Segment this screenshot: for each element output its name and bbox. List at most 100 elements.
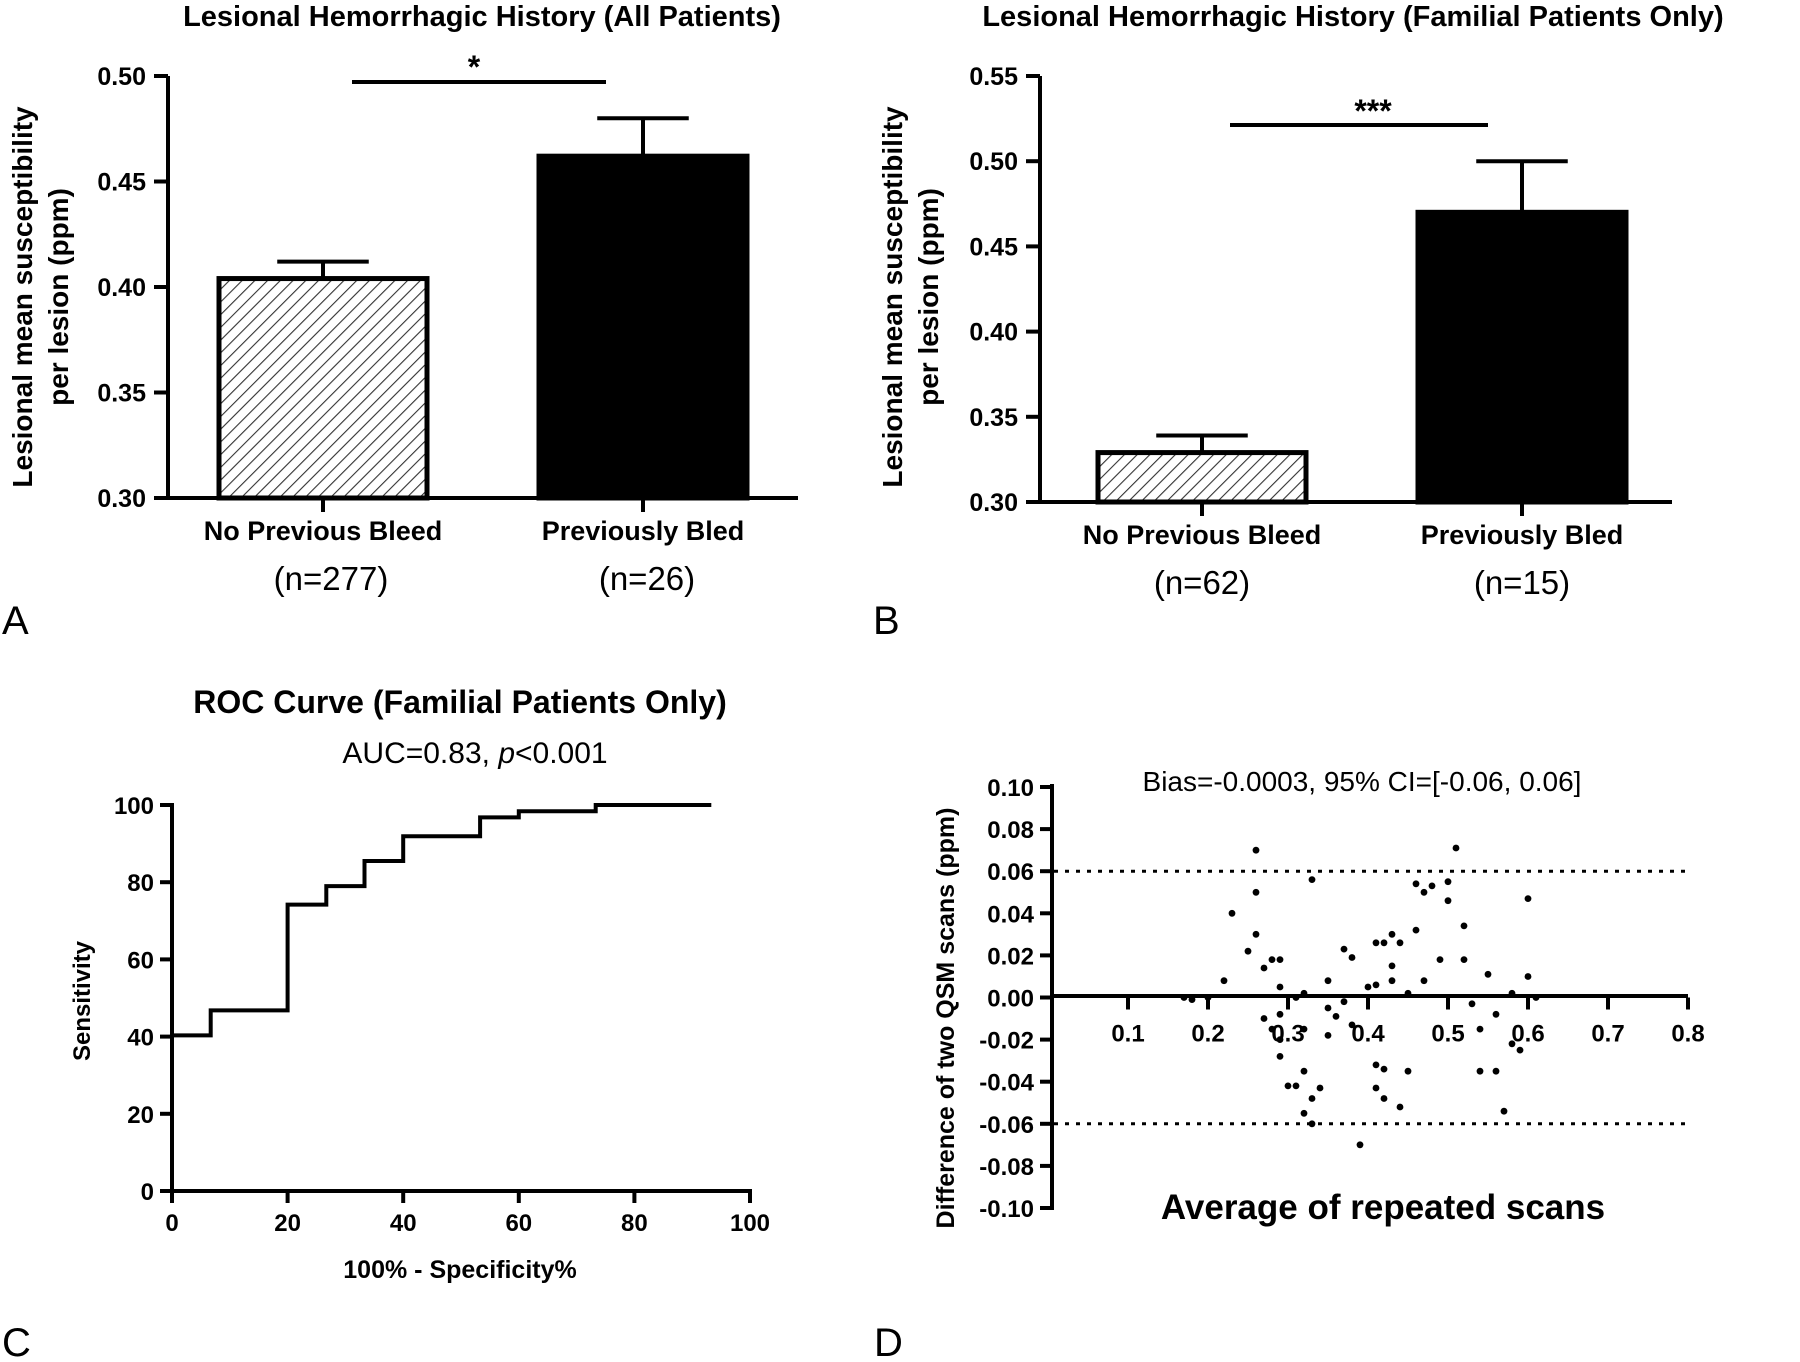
panel-b-bar — [1415, 209, 1629, 505]
panel-c-ytick-label: 40 — [127, 1025, 154, 1052]
panel-d-data-point — [1444, 878, 1452, 886]
panel-d-data-point — [1476, 1025, 1484, 1033]
panel-a-ylabel-line1: Lesional mean susceptibility — [7, 106, 38, 488]
panel-d-data-point — [1364, 983, 1372, 991]
panel-d-data-point — [1324, 1032, 1332, 1039]
panel-d-bland-altman-chart: Bias=-0.0003, 95% CI=[-0.06, 0.06] Diffe… — [874, 766, 1705, 1362]
panel-c-subtitle-suffix: <0.001 — [515, 737, 608, 770]
panel-d-data-point — [1492, 1067, 1500, 1075]
panel-c-ytick-label: 20 — [127, 1102, 154, 1129]
panel-d-ytick-label: 0.02 — [987, 943, 1034, 970]
panel-d-xtick-label: 0.1 — [1111, 1021, 1144, 1048]
panel-label-c: C — [2, 1321, 31, 1362]
panel-label-d: D — [874, 1321, 903, 1362]
panel-d-xtick-label: 0.3 — [1271, 1021, 1304, 1048]
panel-d-data-point — [1492, 1010, 1500, 1018]
panel-d-data-point — [1372, 939, 1380, 947]
panel-b-title: Lesional Hemorrhagic History (Familial P… — [982, 1, 1723, 33]
panel-d-data-point — [1348, 954, 1356, 961]
panel-c-subtitle: AUC=0.83, p<0.001 — [342, 737, 607, 770]
panel-d-data-point — [1372, 1084, 1380, 1092]
panel-b-ylabel: Lesional mean susceptibility per lesion … — [877, 106, 944, 488]
panel-a-ylabel-line2: per lesion (ppm) — [43, 188, 74, 406]
panel-d-ylabel: Difference of two QSM scans (ppm) — [932, 808, 960, 1229]
panel-c-xtick-label: 40 — [390, 1210, 417, 1237]
panel-d-data-point — [1260, 964, 1268, 972]
panel-b-ytick-label: 0.45 — [969, 233, 1018, 261]
panel-d-data-point — [1292, 1082, 1300, 1090]
panel-b-ytick-label: 0.55 — [969, 63, 1018, 91]
panel-d-data-point — [1308, 1095, 1316, 1102]
panel-d-data-point — [1388, 977, 1396, 985]
panel-d-xtick-label: 0.6 — [1511, 1021, 1544, 1048]
panel-d-data-point — [1316, 1084, 1324, 1092]
panel-d-data-point — [1300, 1025, 1308, 1033]
panel-d-data-point — [1268, 1025, 1276, 1033]
panel-a-ylabel: Lesional mean susceptibility per lesion … — [7, 106, 74, 488]
panel-d-data-point — [1524, 973, 1532, 980]
panel-d-data-point — [1388, 930, 1396, 938]
panel-a-ytick-label: 0.30 — [97, 485, 146, 513]
panel-d-data-point — [1380, 1065, 1388, 1073]
panel-b-category-2: Previously Bled — [1421, 520, 1624, 550]
panel-d-data-point — [1508, 1040, 1516, 1048]
panel-c-ytick-label: 60 — [127, 947, 154, 974]
panel-d-ytick-label: 0.00 — [987, 986, 1034, 1013]
panel-d-data-point — [1460, 922, 1468, 930]
panel-d-data-point — [1308, 1120, 1316, 1128]
panel-d-data-point — [1356, 1141, 1364, 1149]
panel-d-data-point — [1380, 1095, 1388, 1102]
panel-d-data-point — [1404, 989, 1412, 997]
panel-d-data-point — [1452, 844, 1460, 852]
panel-d-data-point — [1244, 947, 1252, 955]
panel-d-data-point — [1348, 1021, 1356, 1029]
panel-a-ytick-label: 0.35 — [97, 380, 146, 408]
panel-a-bar-chart: Lesional Hemorrhagic History (All Patien… — [2, 1, 798, 643]
panel-a-significance-marker: * — [468, 49, 481, 85]
panel-d-data-point — [1308, 876, 1316, 883]
panel-a-n-1: (n=277) — [274, 560, 389, 597]
panel-d-data-point — [1276, 1036, 1284, 1043]
panel-d-data-point — [1532, 994, 1540, 1001]
panel-b-significance-marker: *** — [1354, 93, 1392, 129]
panel-d-ytick-label: -0.10 — [979, 1196, 1034, 1223]
panel-d-data-point — [1508, 989, 1516, 997]
panel-a-bar — [216, 276, 430, 501]
panel-d-ytick-label: -0.04 — [979, 1070, 1034, 1097]
panel-d-data-point — [1396, 1103, 1404, 1111]
panel-c-ytick-label: 0 — [141, 1179, 154, 1206]
panel-d-data-point — [1500, 1107, 1508, 1115]
panel-c-title: ROC Curve (Familial Patients Only) — [193, 684, 726, 720]
panel-b-ytick-label: 0.30 — [969, 489, 1018, 517]
panel-d-data-point — [1228, 909, 1236, 917]
panel-d-data-point — [1436, 956, 1444, 963]
panel-d-bias-annotation: Bias=-0.0003, 95% CI=[-0.06, 0.06] — [1143, 766, 1582, 797]
panel-d-ytick-label: 0.06 — [987, 859, 1034, 886]
panel-d-data-point — [1324, 977, 1332, 985]
panel-d-data-point — [1380, 939, 1388, 947]
panel-b-bar-chart: Lesional Hemorrhagic History (Familial P… — [873, 1, 1724, 643]
panel-d-data-point — [1324, 1004, 1332, 1012]
panel-c-ytick-label: 100 — [114, 793, 154, 820]
panel-c-roc-curve — [170, 803, 712, 1191]
panel-b-n-2: (n=15) — [1474, 564, 1570, 601]
panel-d-data-point — [1284, 1082, 1292, 1090]
panel-a-category-2: Previously Bled — [542, 516, 745, 546]
panel-b-ytick-label: 0.40 — [969, 319, 1018, 347]
panel-b-ylabel-line1: Lesional mean susceptibility — [877, 106, 908, 488]
panel-d-data-point — [1484, 970, 1492, 978]
panel-c-roc-chart: ROC Curve (Familial Patients Only) AUC=0… — [2, 684, 770, 1362]
panel-c-xtick-label: 100 — [730, 1210, 770, 1237]
panel-c-xlabel: 100% - Specificity% — [343, 1256, 576, 1284]
panel-d-data-point — [1292, 994, 1300, 1001]
panel-d-data-point — [1516, 1046, 1524, 1054]
panel-d-data-point — [1468, 1000, 1476, 1008]
panel-d-data-point — [1412, 926, 1420, 934]
panel-d-data-point — [1524, 895, 1532, 902]
panel-d-data-point — [1460, 956, 1468, 963]
panel-d-data-point — [1396, 939, 1404, 947]
panel-d-ytick-label: -0.08 — [979, 1154, 1034, 1181]
panel-d-xtick-label: 0.4 — [1351, 1021, 1385, 1048]
panel-c-ytick-label: 80 — [127, 870, 154, 897]
panel-d-data-point — [1180, 994, 1188, 1001]
